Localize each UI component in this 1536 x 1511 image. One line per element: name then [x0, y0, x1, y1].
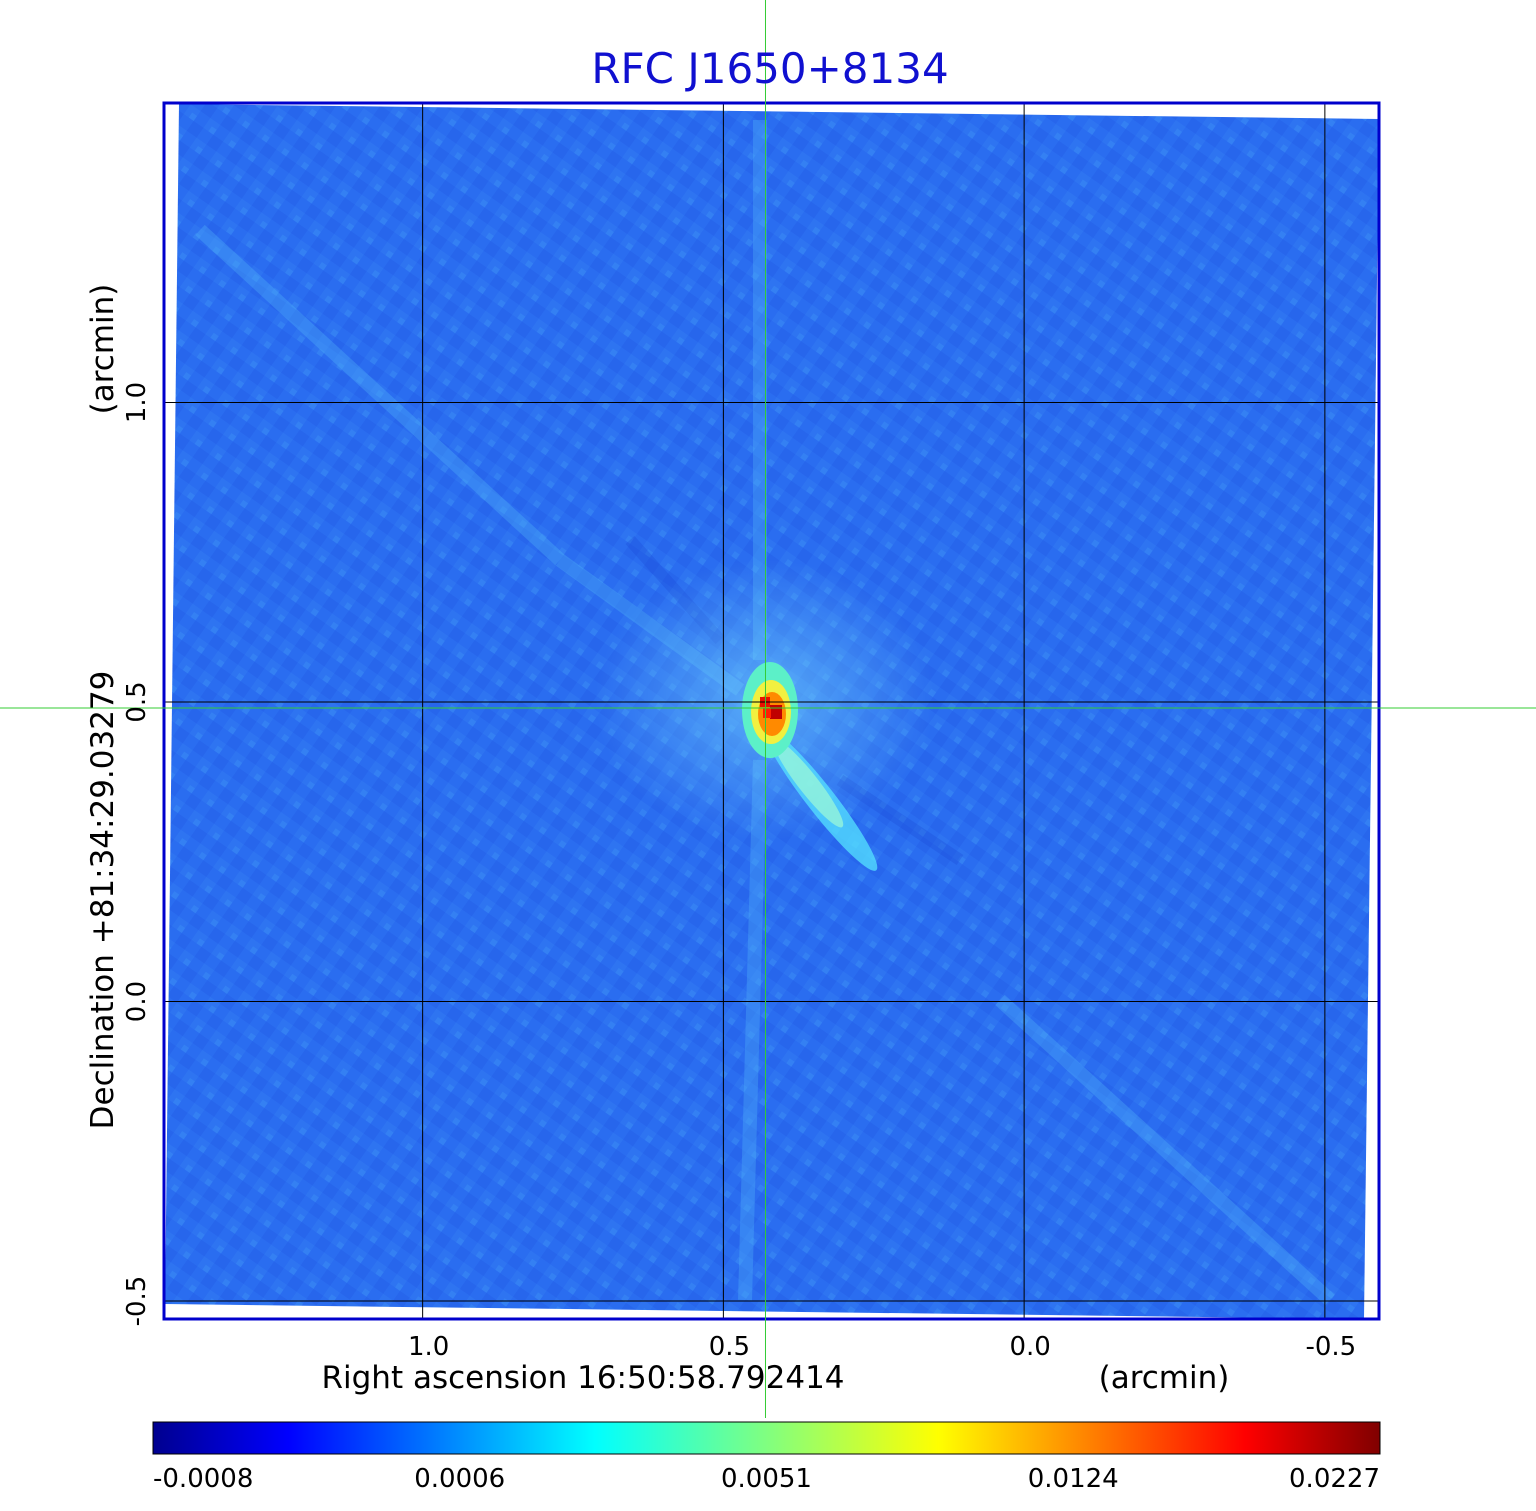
y-tick-label: 0.5 — [122, 681, 152, 722]
x-tick-label: 0.5 — [709, 1332, 750, 1362]
x-tick-label: 0.0 — [1009, 1332, 1050, 1362]
y-tick-label: 0.0 — [122, 981, 152, 1022]
x-tick-label: -0.5 — [1305, 1332, 1356, 1362]
colorbar-tick-label: -0.0008 — [153, 1464, 253, 1494]
x-axis-unit: (arcmin) — [1099, 1360, 1230, 1396]
source-core — [742, 662, 798, 758]
plot-frame — [162, 101, 1381, 1321]
x-tick-label: 1.0 — [408, 1332, 449, 1362]
crosshair — [0, 0, 1536, 1418]
colorbar — [152, 1421, 1381, 1455]
y-axis-label: Declination +81:34:29.03279 — [85, 671, 121, 1130]
colorbar-tick-label: 0.0227 — [1289, 1464, 1380, 1494]
coordinate-grid — [164, 103, 1379, 1319]
colorbar-tick-label: 0.0051 — [721, 1464, 812, 1494]
radio-map-image — [165, 104, 1379, 1319]
y-tick-label: -0.5 — [122, 1276, 152, 1327]
colorbar-tick-label: 0.0124 — [1028, 1464, 1119, 1494]
x-axis-label: Right ascension 16:50:58.792414 — [321, 1360, 844, 1396]
y-tick-label: 1.0 — [122, 382, 152, 423]
x-tick-labels: 1.0 0.5 0.0 -0.5 — [408, 1332, 1356, 1362]
y-tick-labels: 1.0 0.5 0.0 -0.5 — [122, 382, 152, 1327]
chart-title: RFC J1650+8134 — [591, 44, 948, 93]
colorbar-tick-labels: -0.0008 0.0006 0.0051 0.0124 0.0227 — [153, 1464, 1380, 1494]
colorbar-tick-label: 0.0006 — [414, 1464, 505, 1494]
y-axis-unit: (arcmin) — [85, 284, 121, 415]
